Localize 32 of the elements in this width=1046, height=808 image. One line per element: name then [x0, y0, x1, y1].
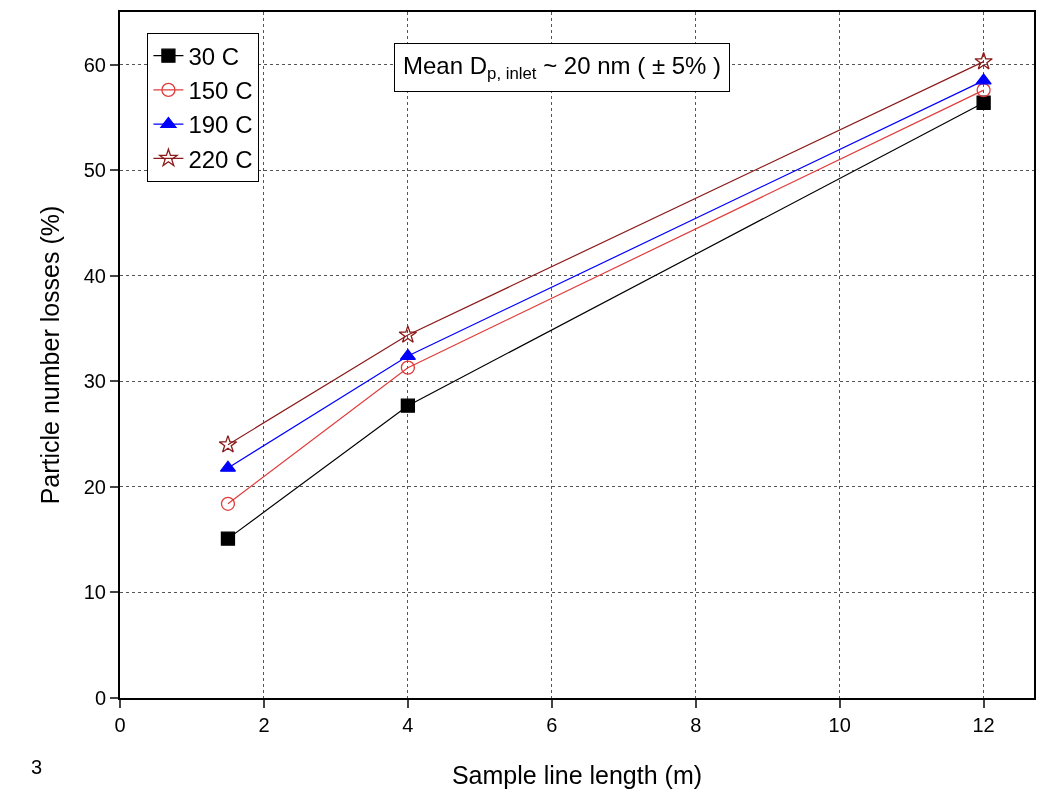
legend-label: 150 C — [188, 77, 253, 105]
x-tick-label: 2 — [258, 714, 270, 736]
y-tick-label: 30 — [83, 370, 106, 393]
legend-label: 190 C — [188, 111, 253, 139]
x-tick-label: 10 — [828, 714, 851, 736]
y-tick-label: 50 — [83, 159, 106, 182]
text: 3 — [31, 756, 43, 778]
point — [975, 73, 992, 85]
x-axis-title: Sample line length (m) — [451, 761, 703, 789]
x-tick-label: 6 — [546, 714, 558, 736]
x-tick-label: 0 — [114, 714, 126, 736]
legend-label: 30 C — [188, 43, 240, 71]
x-tick-label: 12 — [972, 714, 995, 736]
annotation: Mean D$_{p, inlet}$ ~ 20 nm ( ± 5% ) — [403, 52, 722, 84]
x-tick-label: 8 — [690, 714, 702, 736]
legend-label: 220 C — [188, 145, 253, 173]
y-tick-label: 0 — [94, 687, 106, 709]
point — [974, 51, 993, 70]
y-axis-title: Particle number losses (%) — [36, 205, 64, 505]
point — [400, 360, 416, 375]
y-tick-label: 60 — [83, 53, 106, 76]
y-tick-label: 20 — [83, 475, 106, 498]
point — [218, 434, 238, 453]
point — [220, 496, 236, 511]
x-tick-label: 4 — [402, 714, 414, 736]
y-tick-label: 40 — [83, 264, 106, 287]
point — [976, 95, 991, 110]
point — [220, 531, 236, 546]
point — [400, 398, 416, 413]
point — [976, 82, 991, 98]
point — [398, 325, 418, 343]
y-tick-label: 10 — [83, 581, 106, 604]
